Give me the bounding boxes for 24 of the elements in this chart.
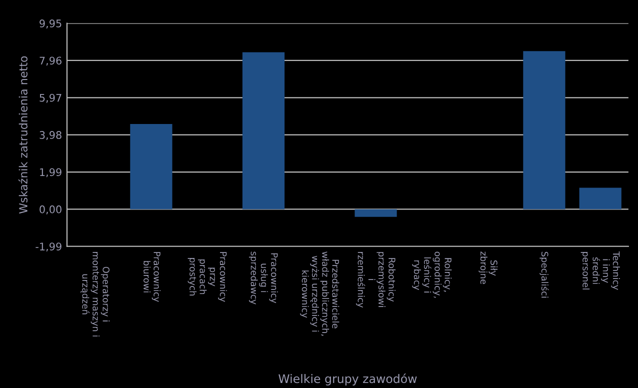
bar	[130, 124, 172, 210]
x-axis-title: Wielkie grupy zawodów	[278, 374, 417, 386]
bar	[523, 51, 566, 210]
y-tick-label: 9,95	[40, 20, 62, 28]
x-tick-label: Technicy i inny średni personel	[580, 251, 620, 290]
y-tick-label: 1,99	[40, 168, 62, 178]
bar	[242, 52, 285, 210]
y-tick-label: 5,97	[40, 94, 62, 103]
bar	[579, 188, 622, 210]
y-tick-label: 3,98	[40, 131, 62, 140]
y-tick-label: 0,00	[40, 205, 62, 214]
bar	[354, 209, 397, 217]
x-tick-label: Przedstawiciele władz publicznych, wyżsi urzędnicy i kierownicy	[300, 252, 340, 336]
x-tick-label: Robotnicy przemysłowi i rzemieślnicy	[356, 252, 396, 308]
y-axis-title: Wskaźnik zatrudnienia netto	[18, 56, 28, 214]
x-tick-label: Pracownicy biurowi	[144, 252, 161, 302]
x-tick-label: Rolnicy, ogrodnicy, leśnicy i rybacy	[412, 252, 452, 298]
x-tick-label: Pracownicy usług i sprzedawcy	[249, 252, 278, 304]
x-tick-label: Specjaliści	[540, 252, 549, 298]
x-tick-label: Siły zbrojne	[478, 252, 498, 284]
x-tick-label: Operatorzy i monterzy maszyn i urządzeń	[80, 252, 110, 336]
x-tick-label: Pracownicy przy pracach prostych	[188, 252, 227, 302]
y-tick-label: -1,99	[36, 242, 62, 252]
y-tick-label: 7,96	[40, 56, 62, 66]
